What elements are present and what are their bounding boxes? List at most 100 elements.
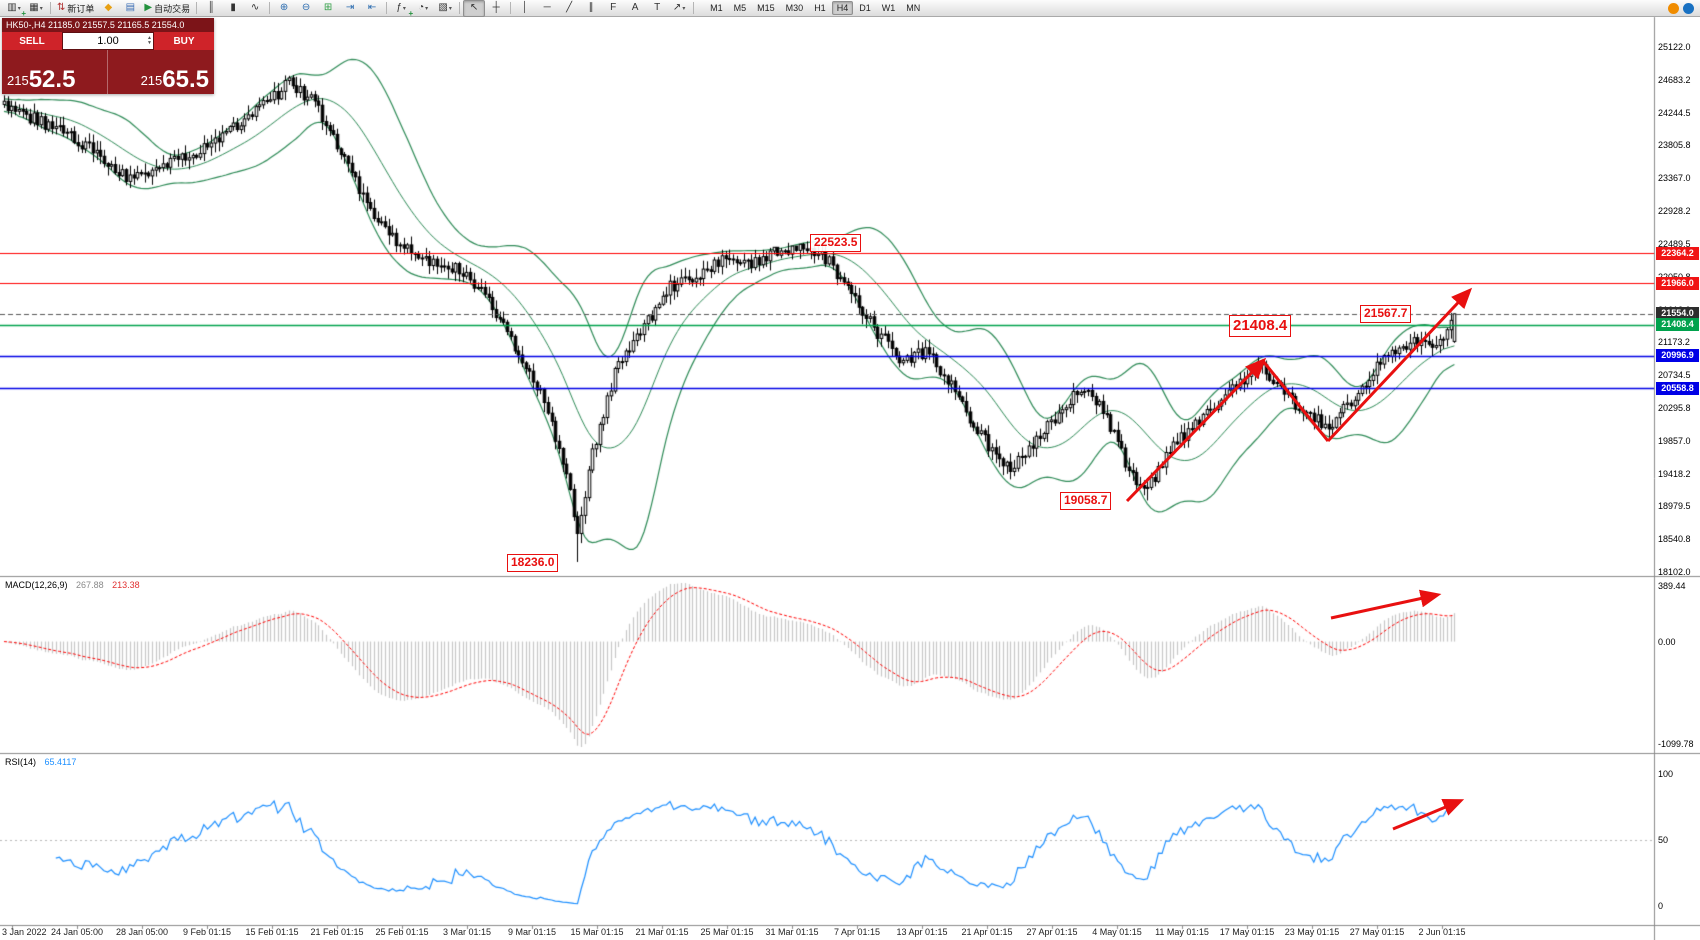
timeframe-d1-button[interactable]: D1 — [859, 3, 871, 13]
zoom-out-icon: ⊖ — [301, 2, 311, 13]
timeframe-m5-button[interactable]: M5 — [733, 3, 747, 13]
new-order-icon: ⇅ — [57, 2, 66, 13]
horizontal-line-button[interactable]: ─ — [536, 0, 558, 17]
toolbar-separator — [50, 2, 51, 14]
arrows-button[interactable]: ↗ ▾ — [668, 0, 690, 17]
time-axis-label: 21 Apr 01:15 — [961, 927, 1013, 937]
vertical-line-icon: │ — [522, 2, 529, 13]
zoom-out-button[interactable]: ⊖ — [295, 0, 317, 17]
trendline-button[interactable]: ╱ — [558, 0, 580, 17]
timeframe-m30-button[interactable]: M30 — [785, 3, 804, 13]
autotrading-button[interactable]: ▶ 自动交易 — [141, 0, 193, 17]
price-level-marker: 20996.9 — [1656, 349, 1699, 362]
macd-name: MACD(12,26,9) — [5, 580, 68, 590]
templates-button[interactable]: ▧ ▾ — [434, 0, 456, 17]
toolbar-right-icons — [1668, 2, 1697, 14]
axis-scale-label: 24683.2 — [1658, 74, 1691, 85]
axis-scale-label: 25122.0 — [1658, 42, 1691, 52]
bar-chart-button[interactable]: ║ — [200, 0, 222, 17]
new-chart-button[interactable]: ▥ + ▾ — [3, 0, 26, 18]
timeframe-m15-button[interactable]: M15 — [757, 3, 775, 13]
time-axis-label: 28 Jan 05:00 — [115, 927, 169, 937]
buy-button[interactable]: BUY — [154, 32, 214, 50]
tile-windows-button[interactable]: ⊞ — [317, 0, 339, 17]
data-window-button[interactable]: ▤ — [119, 0, 141, 17]
time-axis: 3 Jan 2022 24 Jan 05:00 28 Jan 05:00 9 Feb … — [0, 927, 1700, 940]
time-axis-label: 23 May 01:15 — [1284, 927, 1340, 937]
fibonacci-icon: F — [610, 2, 617, 13]
auto-scroll-icon: ⇥ — [345, 2, 355, 13]
time-axis-label: 11 May 01:15 — [1155, 927, 1209, 937]
plus-badge-icon: + — [408, 8, 414, 18]
label-button[interactable]: T — [646, 0, 668, 17]
new-order-button[interactable]: ⇅ 新订单 — [54, 0, 97, 17]
time-axis-label: 15 Mar 01:15 — [570, 927, 624, 937]
price-annotation[interactable]: 19058.7 — [1060, 492, 1112, 510]
candlestick-chart-button[interactable]: ▮ — [222, 0, 244, 17]
tile-windows-icon: ⊞ — [323, 2, 333, 13]
indicators-button[interactable]: ƒ + ▾ — [390, 0, 414, 18]
channel-button[interactable]: ∥ — [580, 0, 602, 17]
bid-price[interactable]: 215 52.5 — [2, 50, 108, 94]
zoom-in-button[interactable]: ⊕ — [273, 0, 295, 17]
volume-input[interactable]: 1.00 ▲ ▼ — [62, 32, 154, 50]
blue-round-icon[interactable] — [1683, 2, 1694, 14]
volume-stepper[interactable]: ▲ ▼ — [147, 34, 152, 46]
chevron-down-icon: ▾ — [17, 5, 21, 12]
toolbar: ▥ + ▾ ▦ ▾ ⇅ 新订单 ◆ ▤ ▶ 自动交易 ║ ▮ ∿ ⊕ ⊖ ⊞ ⇥ ⇤ ƒ + ▾ ◔ ▾ ▧ ▾ ↖ ┼ │ ─ ╱ ∥ F A T… — [0, 0, 1700, 18]
periods-button[interactable]: ◔ ▾ — [412, 0, 434, 17]
time-axis-label: 21 Feb 01:15 — [310, 927, 364, 937]
volume-value: 1.00 — [97, 35, 119, 47]
market-watch-button[interactable]: ◆ — [97, 0, 119, 17]
sell-button[interactable]: SELL — [2, 32, 62, 50]
chevron-down-icon: ▾ — [682, 5, 686, 12]
bid-price-small-digits: 215 — [7, 72, 29, 88]
axis-scale-label: 20295.8 — [1658, 402, 1691, 413]
axis-scale-label: 23367.0 — [1658, 173, 1691, 184]
fibonacci-button[interactable]: F — [602, 0, 624, 17]
timeframe-h4-button[interactable]: H4 — [831, 1, 854, 15]
time-axis-label: 3 Mar 01:15 — [442, 927, 492, 937]
auto-scroll-button[interactable]: ⇥ — [339, 0, 361, 17]
price-annotation[interactable]: 21567.7 — [1360, 305, 1412, 323]
macd-signal-value: 213.38 — [112, 580, 140, 590]
price-annotation[interactable]: 22523.5 — [810, 234, 862, 252]
ask-price[interactable]: 215 65.5 — [108, 50, 214, 94]
axis-scale-label: 0 — [1658, 901, 1664, 911]
chart-shift-button[interactable]: ⇤ — [361, 0, 383, 17]
templates-icon: ▧ — [438, 2, 448, 13]
chevron-down-icon: ▾ — [39, 5, 43, 12]
bid-price-big-digits: 52.5 — [28, 65, 76, 93]
cursor-button[interactable]: ↖ — [463, 0, 486, 17]
crosshair-button[interactable]: ┼ — [485, 0, 507, 17]
macd-indicator-label: MACD(12,26,9) 267.88 213.38 — [5, 580, 140, 590]
axis-scale-label: 22489.5 — [1658, 238, 1691, 249]
axis-scale-label: 19418.2 — [1658, 468, 1691, 479]
crosshair-icon: ┼ — [492, 2, 500, 13]
text-button[interactable]: A — [624, 0, 646, 17]
axis-scale-label: 22928.2 — [1658, 206, 1691, 217]
time-axis-label: 9 Feb 01:15 — [182, 927, 232, 937]
axis-scale-label: 19857.0 — [1658, 435, 1691, 446]
time-axis-label: 7 Apr 01:15 — [833, 927, 881, 937]
price-annotation[interactable]: 18236.0 — [507, 554, 559, 572]
timeframe-mn-button[interactable]: MN — [906, 3, 921, 13]
price-annotation[interactable]: 21408.4 — [1229, 315, 1292, 337]
indicators-icon: ƒ — [396, 2, 402, 13]
timeframe-w1-button[interactable]: W1 — [881, 3, 896, 13]
time-axis-label: 27 May 01:15 — [1349, 927, 1405, 937]
time-axis-label: 27 Apr 01:15 — [1026, 927, 1078, 937]
chevron-down-icon: ▾ — [425, 5, 429, 12]
profiles-button[interactable]: ▦ ▾ — [25, 0, 47, 17]
ask-price-big-digits: 65.5 — [162, 65, 209, 93]
timeframe-m1-button[interactable]: M1 — [710, 3, 723, 13]
text-icon: A — [631, 2, 639, 13]
line-chart-button[interactable]: ∿ — [244, 0, 266, 17]
vertical-line-button[interactable]: │ — [514, 0, 536, 17]
trendline-icon: ╱ — [566, 2, 573, 13]
axis-scale-label: 24244.5 — [1658, 107, 1691, 118]
timeframe-h1-button[interactable]: H1 — [814, 3, 826, 13]
chevron-down-icon: ▾ — [448, 5, 452, 12]
orange-round-icon[interactable] — [1668, 2, 1679, 14]
